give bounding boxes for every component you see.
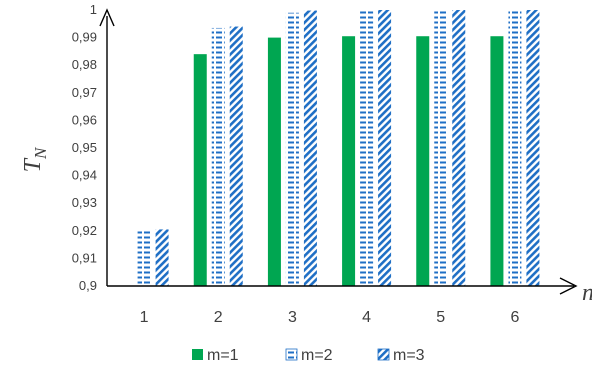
x-tick-label: 4 <box>362 309 371 326</box>
legend-swatch-m3 <box>377 348 390 361</box>
y-tick-label: 1 <box>90 2 97 17</box>
y-axis-arrow <box>99 8 115 27</box>
y-tick-label: 0,99 <box>72 30 97 45</box>
bar-m1-6 <box>490 36 504 286</box>
x-axis-label: n <box>582 280 592 306</box>
legend-label-m3: m=3 <box>393 347 425 364</box>
bar-m1-4 <box>342 36 356 286</box>
x-tick-label: 6 <box>510 309 519 326</box>
y-axis-label-sub: N <box>31 146 50 160</box>
bars <box>137 10 540 287</box>
y-axis-label: TN <box>20 146 50 172</box>
bar-m2-4 <box>360 11 374 286</box>
y-tick-label: 0,91 <box>72 250 97 265</box>
legend-label-m1: m=1 <box>207 347 239 364</box>
y-axis-label-main: T <box>20 157 46 172</box>
legend-label-m2: m=2 <box>301 347 333 364</box>
bar-m1-3 <box>267 37 281 286</box>
bar-m1-5 <box>416 36 430 286</box>
bar-m3-5 <box>452 10 466 286</box>
bar-m1-2 <box>193 54 207 286</box>
x-tick-label: 2 <box>214 309 223 326</box>
legend: m=1 m=2 m=3 <box>192 347 425 364</box>
bar-m2-1 <box>137 229 151 286</box>
y-tick-label: 0,95 <box>72 140 97 155</box>
legend-swatch-m1 <box>192 349 203 360</box>
y-tick-label: 0,97 <box>72 85 97 100</box>
y-tick-label: 0,98 <box>72 57 97 72</box>
y-tick-labels: 0,9 0,91 0,92 0,93 0,94 0,95 0,96 0,97 0,98 0,99 1 <box>72 2 97 293</box>
legend-swatch-m2 <box>285 348 298 361</box>
x-tick-label: 5 <box>436 309 445 326</box>
x-axis-arrow <box>559 277 578 295</box>
y-tick-label: 0,9 <box>79 278 97 293</box>
bar-m3-2 <box>229 26 243 287</box>
bar-m3-6 <box>526 10 540 286</box>
bar-m2-3 <box>285 12 299 286</box>
bar-m2-2 <box>211 27 225 286</box>
y-tick-label: 0,93 <box>72 195 97 210</box>
bar-m2-5 <box>434 11 448 286</box>
bar-m3-1 <box>155 229 169 286</box>
x-tick-label: 1 <box>140 309 149 326</box>
x-tick-labels: 1 2 3 4 5 6 <box>140 309 520 326</box>
y-tick-label: 0,94 <box>72 168 97 183</box>
bar-m3-4 <box>378 10 392 286</box>
axes <box>99 8 578 295</box>
bar-m3-3 <box>303 10 317 286</box>
bar-m2-6 <box>508 11 522 286</box>
y-tick-label: 0,96 <box>72 112 97 127</box>
x-tick-label: 3 <box>288 309 297 326</box>
y-tick-label: 0,92 <box>72 223 97 238</box>
